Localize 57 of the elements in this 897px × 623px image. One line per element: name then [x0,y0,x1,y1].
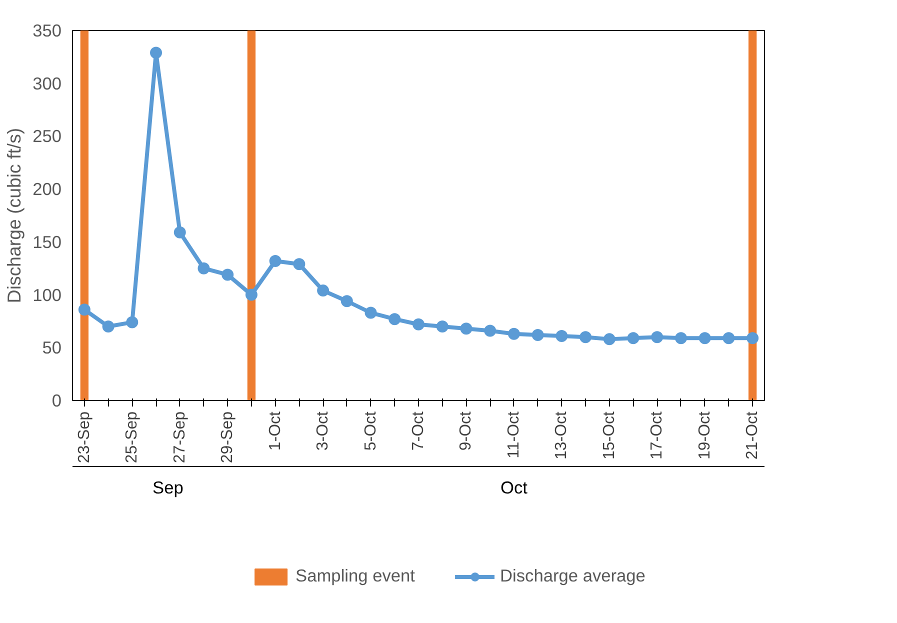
point [722,332,735,344]
point [388,313,401,326]
point [78,304,90,316]
x-tick-label: 25-Sep [124,411,141,464]
point [698,332,711,344]
x-tick-label: 17-Oct [648,410,666,460]
y-tick-label: 250 [32,126,62,146]
point [198,262,210,274]
point [150,46,162,59]
point [222,268,234,281]
x-tick-label: 23-Sep [76,411,93,464]
x-tick-label: 7-Oct [410,410,427,451]
point [484,324,496,337]
point [460,322,472,335]
x-tick-label: 15-Oct [600,410,618,460]
x-tick-label: 1-Oct [266,410,284,451]
y-tick-label: 300 [32,73,62,94]
x-tick-label: 29-Sep [219,411,236,464]
point [293,258,306,270]
point [674,332,687,344]
y-tick-label: 100 [32,284,62,305]
legend-label: Discharge average [500,566,646,587]
point [532,328,544,341]
x-tick-label: 27-Sep [171,411,188,464]
point [364,306,377,319]
y-tick-label: 350 [32,20,62,40]
point [245,288,258,301]
y-tick-label: 50 [42,338,62,358]
x-tick-label: 19-Oct [696,410,714,460]
point [603,333,616,346]
x-tick-label: 11-Oct [505,410,522,458]
point [556,330,568,342]
x-tick-label: 5-Oct [362,410,380,451]
y-axis-title: Discharge (cubic ft/s) [4,128,25,304]
point [627,332,640,344]
text: Sep [152,478,184,498]
text: Oct [500,478,528,498]
point [651,331,664,344]
x-tick-label: 13-Oct [553,410,570,460]
y-tick-label: 150 [32,232,62,252]
point [174,226,186,238]
point [746,332,759,344]
point [436,320,448,332]
point [102,320,114,332]
point [126,316,138,328]
x-tick-label: 21-Oct [744,410,762,460]
point [580,331,592,344]
point [317,284,330,297]
legend-label: Sampling event [296,566,415,587]
y-tick-label: 200 [32,179,62,200]
point [508,328,520,340]
point [412,318,424,330]
x-tick-label: 9-Oct [458,410,475,451]
point [269,254,282,267]
point [340,295,353,308]
y-tick-label: 0 [52,390,62,410]
x-tick-label: 3-Oct [314,410,332,451]
